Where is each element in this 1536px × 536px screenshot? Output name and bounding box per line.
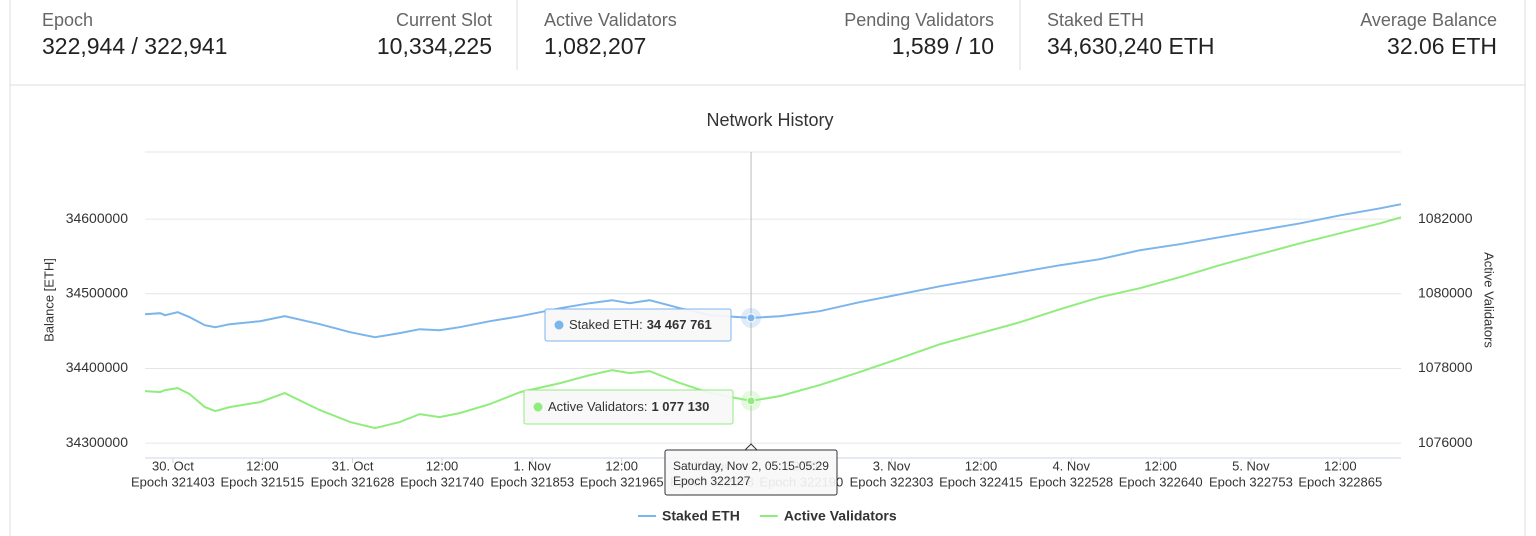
x-tick-epoch: Epoch 322528 xyxy=(1029,474,1113,489)
tooltip-box xyxy=(544,308,732,342)
tooltip-pointer xyxy=(743,443,759,451)
x-tick-label: 4. Nov xyxy=(1052,458,1090,473)
tooltip-dot xyxy=(533,402,543,412)
x-tick-label: 12:00 xyxy=(605,458,638,473)
stat-value: 1,589 / 10 xyxy=(892,33,994,59)
tooltip-text: Active Validators: 1 077 130 xyxy=(548,399,709,414)
x-tick-epoch: Epoch 322640 xyxy=(1119,474,1203,489)
stat-value: 1,082,207 xyxy=(544,33,646,59)
stat-label: Pending Validators xyxy=(844,10,994,30)
y2-tick-label: 1080000 xyxy=(1418,285,1473,301)
y-tick-label: 34400000 xyxy=(66,359,129,375)
series-line xyxy=(144,216,1402,430)
legend-label: Active Validators xyxy=(784,508,897,524)
tooltip-text: Staked ETH: 34 467 761 xyxy=(569,317,712,332)
series-line xyxy=(144,203,1402,339)
x-tick-epoch: Epoch 322865 xyxy=(1298,474,1382,489)
x-tick-label: 31. Oct xyxy=(332,458,374,473)
x-tick-epoch: Epoch 322303 xyxy=(850,474,934,489)
tooltip-box xyxy=(523,389,734,425)
y2-axis-title: Active Validators xyxy=(1482,252,1497,348)
y-axis-title: Balance [ETH] xyxy=(41,258,56,342)
y-tick-label: 34500000 xyxy=(66,285,129,301)
stat-value: 32.06 ETH xyxy=(1387,33,1497,59)
x-tick-epoch: Epoch 321853 xyxy=(490,474,574,489)
x-tick-label: 30. Oct xyxy=(152,458,194,473)
x-tick-epoch: Epoch 321515 xyxy=(220,474,304,489)
x-tick-epoch: Epoch 322415 xyxy=(939,474,1023,489)
stat-value: 34,630,240 ETH xyxy=(1047,33,1215,59)
x-tick-label: 12:00 xyxy=(1324,458,1357,473)
stat-label: Current Slot xyxy=(396,10,492,30)
x-tick-epoch: Epoch 321628 xyxy=(311,474,395,489)
tooltip-label: Active Validators: xyxy=(548,399,647,414)
x-tick-epoch: Epoch 321403 xyxy=(131,474,215,489)
chart-title: Network History xyxy=(706,110,833,130)
x-tick-epoch: Epoch 321965 xyxy=(580,474,664,489)
stat-value: 322,944 / 322,941 xyxy=(42,33,227,59)
stat-label: Active Validators xyxy=(544,10,677,30)
tooltip-value: 1 077 130 xyxy=(651,399,709,414)
stats-card xyxy=(9,0,1526,86)
x-tick-label: 12:00 xyxy=(1144,458,1177,473)
x-tick-label: 5. Nov xyxy=(1232,458,1270,473)
tooltip-title: Saturday, Nov 2, 05:15-05:29 xyxy=(673,459,829,473)
y2-tick-label: 1078000 xyxy=(1418,359,1473,375)
x-tick-label: 12:00 xyxy=(246,458,279,473)
y-tick-label: 34300000 xyxy=(66,434,129,450)
x-tick-label: 12:00 xyxy=(965,458,998,473)
x-tick-epoch: Epoch 322753 xyxy=(1209,474,1293,489)
stat-label: Average Balance xyxy=(1360,10,1497,30)
stat-label: Staked ETH xyxy=(1047,10,1144,30)
tooltip-epoch: Epoch 322127 xyxy=(673,474,751,488)
stat-label: Epoch xyxy=(42,10,93,30)
hover-point xyxy=(746,313,756,323)
hover-point xyxy=(746,396,756,406)
tooltip-label: Staked ETH: xyxy=(569,317,643,332)
x-tick-label: 3. Nov xyxy=(873,458,911,473)
tooltip-dot xyxy=(554,320,564,330)
y2-tick-label: 1076000 xyxy=(1418,434,1473,450)
stat-value: 10,334,225 xyxy=(377,33,492,59)
legend-label: Staked ETH xyxy=(662,508,740,524)
x-tick-label: 1. Nov xyxy=(513,458,551,473)
y-tick-label: 34600000 xyxy=(66,210,129,226)
y2-tick-label: 1082000 xyxy=(1418,210,1473,226)
x-tick-epoch: Epoch 321740 xyxy=(400,474,484,489)
tooltip-value: 34 467 761 xyxy=(647,317,712,332)
x-tick-label: 12:00 xyxy=(426,458,459,473)
